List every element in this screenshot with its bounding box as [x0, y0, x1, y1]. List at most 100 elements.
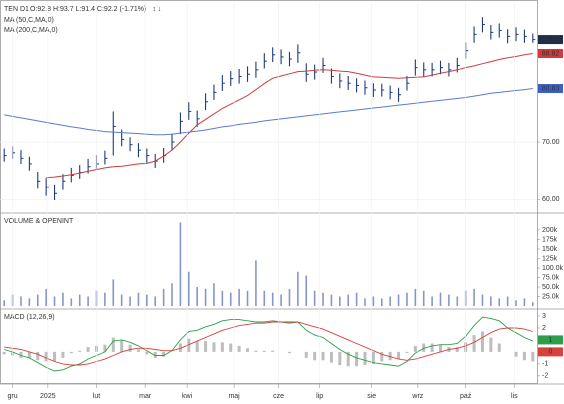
- volume-bar: [213, 283, 215, 306]
- volume-bar: [137, 292, 140, 306]
- volume-bar: [347, 294, 350, 306]
- volume-bar: [104, 292, 106, 306]
- volume-bar: [297, 271, 299, 306]
- volume-bar: [456, 296, 459, 306]
- histogram-bar: [254, 350, 258, 352]
- histogram-bar: [212, 342, 216, 352]
- volume-bar: [263, 290, 266, 306]
- x-tick-label: lis: [511, 393, 518, 400]
- y-tick-label: 125k: [542, 255, 558, 262]
- histogram-bar: [61, 351, 65, 358]
- volume-bar: [305, 275, 308, 306]
- histogram-bar: [69, 351, 73, 354]
- histogram-bar: [44, 351, 48, 362]
- x-tick-label: gru: [8, 393, 18, 400]
- volume-bar: [288, 288, 291, 306]
- legend-icon: ↕ ↓: [152, 6, 161, 13]
- volume-bar: [339, 296, 341, 306]
- histogram-bar: [178, 343, 182, 352]
- histogram-bar: [422, 343, 426, 352]
- volume-bar: [448, 294, 450, 306]
- volume-bar: [313, 290, 316, 306]
- histogram-bar: [153, 351, 157, 358]
- histogram-bar: [271, 350, 275, 352]
- value-tag-label: 92.20: [542, 36, 560, 43]
- y-tick-label: 75.0k: [542, 274, 560, 281]
- histogram-bar: [313, 351, 317, 361]
- histogram-bar: [522, 351, 526, 361]
- histogram-bar: [162, 351, 166, 357]
- y-tick-label: 2: [542, 325, 546, 332]
- histogram-bar: [472, 335, 476, 352]
- volume-bar: [355, 292, 358, 306]
- histogram-bar: [338, 351, 342, 366]
- volume-bar: [238, 288, 240, 306]
- histogram-bar: [229, 343, 233, 352]
- volume-bar: [523, 298, 526, 306]
- volume-bar: [406, 292, 408, 306]
- histogram-bar: [53, 351, 57, 362]
- x-tick-label: wrz: [411, 393, 423, 400]
- volume-bar: [162, 288, 165, 306]
- volume-bar: [246, 290, 249, 306]
- legend-entry: MA (50,C,MA,0): [4, 17, 54, 24]
- plot-frame: [0, 0, 538, 384]
- y-tick-label: 25.0k: [542, 293, 560, 300]
- x-tick-label: lut: [93, 393, 100, 400]
- histogram-bar: [363, 351, 367, 366]
- volume-bar: [473, 288, 475, 306]
- histogram-bar: [2, 351, 6, 355]
- histogram-bar: [405, 351, 409, 354]
- volume-bar: [229, 292, 232, 306]
- volume-bar: [171, 283, 173, 306]
- y-tick-label: 70.00: [542, 139, 560, 146]
- histogram-bar: [430, 343, 434, 352]
- histogram-bar: [136, 349, 140, 352]
- volume-bar: [20, 296, 22, 306]
- volume-bar: [187, 271, 190, 306]
- macd-line: [4, 316, 533, 372]
- x-tick-label: lip: [316, 393, 323, 400]
- histogram-bar: [531, 351, 535, 362]
- x-tick-label: cze: [273, 393, 284, 400]
- volume-bar: [271, 292, 274, 306]
- volume-bar: [280, 294, 282, 306]
- histogram-bar: [388, 351, 392, 361]
- ohlc-readout: O:92.8 H:93.7 L:91.4 C:92.2 (-1.71%): [30, 6, 146, 13]
- histogram-bar: [346, 351, 350, 367]
- volume-bar: [221, 290, 224, 306]
- value-tag: [538, 84, 563, 94]
- histogram-bar: [120, 339, 124, 352]
- volume-bar: [36, 294, 39, 306]
- histogram-bar: [455, 347, 459, 352]
- volume-bar: [255, 260, 257, 306]
- y-tick-label: 3: [542, 313, 546, 320]
- histogram-bar: [329, 351, 333, 363]
- histogram-bar: [287, 351, 291, 354]
- y-tick-label: -1: [542, 361, 548, 368]
- volume-bar: [146, 294, 148, 306]
- y-tick-label: 175k: [542, 236, 558, 243]
- moving-average-line: [4, 88, 533, 136]
- value-tag-label: 80.83: [542, 85, 560, 92]
- histogram-bar: [514, 351, 518, 357]
- histogram-bar: [304, 351, 308, 358]
- histogram-bar: [237, 345, 241, 352]
- x-tick-label: 2025: [40, 393, 56, 400]
- volume-bar: [481, 294, 484, 306]
- histogram-bar: [103, 344, 107, 352]
- volume-bar: [112, 279, 115, 306]
- volume-bar: [322, 292, 324, 306]
- histogram-bar: [27, 351, 31, 358]
- macd-line: [4, 321, 533, 366]
- histogram-bar: [187, 338, 191, 352]
- histogram-bar: [489, 337, 493, 352]
- volume-bar: [422, 290, 425, 306]
- volume-bar: [78, 294, 81, 306]
- x-tick-label: mar: [139, 393, 152, 400]
- value-tag: [538, 48, 563, 58]
- volume-bar: [87, 296, 89, 306]
- volume-bar: [414, 288, 417, 306]
- y-tick-label: 150k: [542, 246, 558, 253]
